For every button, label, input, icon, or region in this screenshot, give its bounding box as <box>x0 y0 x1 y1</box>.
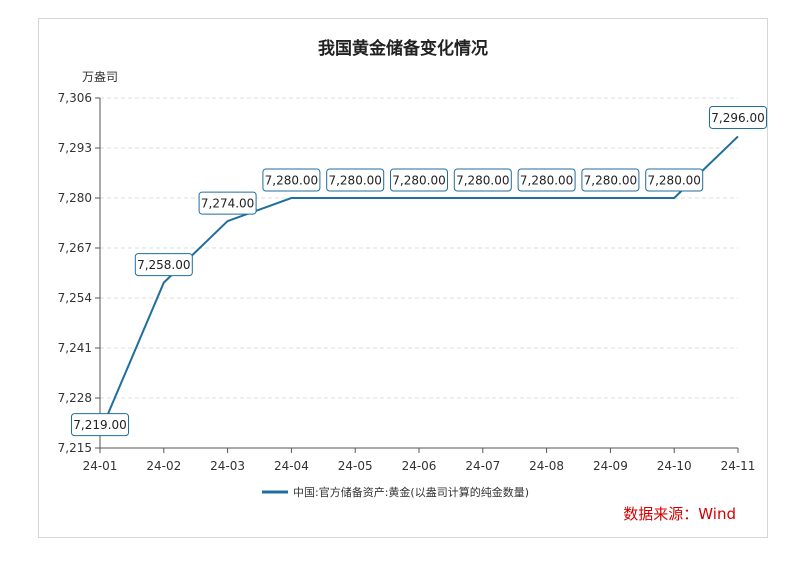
data-label-box <box>645 168 704 192</box>
grid-lines <box>100 97 738 399</box>
data-label-text: 7,280.00 <box>647 174 700 188</box>
data-labels: 7,219.00 7,258.00 7,274.00 7,280.00 7,280.00… <box>71 105 767 437</box>
data-label-box <box>326 168 385 192</box>
data-label-text: 7,280.00 <box>456 174 509 188</box>
data-label-text: 7,280.00 <box>520 174 573 188</box>
data-label: 7,280.00 <box>262 168 321 192</box>
data-label-text: 7,280.00 <box>265 174 318 188</box>
data-label-text: 7,280.00 <box>328 174 381 188</box>
x-tick-label: 24-03 <box>210 459 245 473</box>
data-label-box <box>71 413 129 437</box>
legend-label: 中国:官方储备资产:黄金(以盎司计算的纯金数量) <box>293 485 529 499</box>
data-source: 数据来源：Wind <box>623 505 736 523</box>
y-axis-unit: 万盎司 <box>82 70 118 84</box>
x-tick-label: 24-10 <box>657 459 692 473</box>
y-tick-label: 7,254 <box>58 291 92 305</box>
data-label-text: 7,219.00 <box>73 418 126 432</box>
data-label: 7,280.00 <box>390 168 448 192</box>
data-label-text: 7,258.00 <box>137 258 190 272</box>
data-label-box <box>517 168 576 192</box>
data-label-box <box>453 168 512 192</box>
x-axis: 24-01 24-02 24-03 24-04 24-05 24-06 24-07 24-08… <box>83 447 756 473</box>
x-tick-label: 24-04 <box>274 459 309 473</box>
x-tick-label: 24-01 <box>83 459 118 473</box>
y-tick-label: 7,280 <box>58 191 92 205</box>
data-label: 7,296.00 <box>709 105 767 129</box>
x-tick-label: 24-09 <box>593 459 628 473</box>
data-label-box <box>198 191 257 215</box>
data-label: 7,280.00 <box>581 168 640 192</box>
data-label-text: 7,280.00 <box>392 174 445 188</box>
y-tick-label: 7,267 <box>58 241 92 255</box>
x-tick-label: 24-06 <box>402 459 437 473</box>
data-label-box <box>581 168 640 192</box>
chart-title: 我国黄金储备变化情况 <box>318 39 488 59</box>
y-tick-label: 7,306 <box>58 91 92 105</box>
y-tick-label: 7,215 <box>58 441 92 455</box>
data-label: 7,258.00 <box>134 253 193 277</box>
legend: 中国:官方储备资产:黄金(以盎司计算的纯金数量) <box>262 485 529 499</box>
data-label-box <box>709 105 767 129</box>
y-tick-label: 7,293 <box>58 141 92 155</box>
data-label-box <box>390 168 448 192</box>
data-label: 7,274.00 <box>198 191 257 215</box>
data-label-box <box>262 168 321 192</box>
data-label-box <box>134 253 193 277</box>
data-label-text: 7,274.00 <box>201 197 254 211</box>
y-tick-label: 7,228 <box>58 391 92 405</box>
data-label: 7,280.00 <box>326 168 385 192</box>
data-label: 7,280.00 <box>453 168 512 192</box>
y-tick-label: 7,241 <box>58 341 92 355</box>
data-label: 7,280.00 <box>645 168 704 192</box>
data-label: 7,280.00 <box>517 168 576 192</box>
x-tick-label: 24-07 <box>465 459 500 473</box>
data-label-text: 7,296.00 <box>711 111 764 125</box>
x-tick-label: 24-05 <box>338 459 373 473</box>
x-tick-label: 24-02 <box>146 459 181 473</box>
chart-frame <box>38 18 768 538</box>
x-tick-label: 24-11 <box>721 459 756 473</box>
data-label: 7,219.00 <box>71 413 129 437</box>
x-tick-label: 24-08 <box>529 459 564 473</box>
data-label-text: 7,280.00 <box>584 174 637 188</box>
y-axis: 7,215 7,228 7,241 7,254 7,267 7,280 7,293 7,306… <box>58 70 118 455</box>
series-group <box>99 135 739 434</box>
series-line <box>99 135 739 434</box>
